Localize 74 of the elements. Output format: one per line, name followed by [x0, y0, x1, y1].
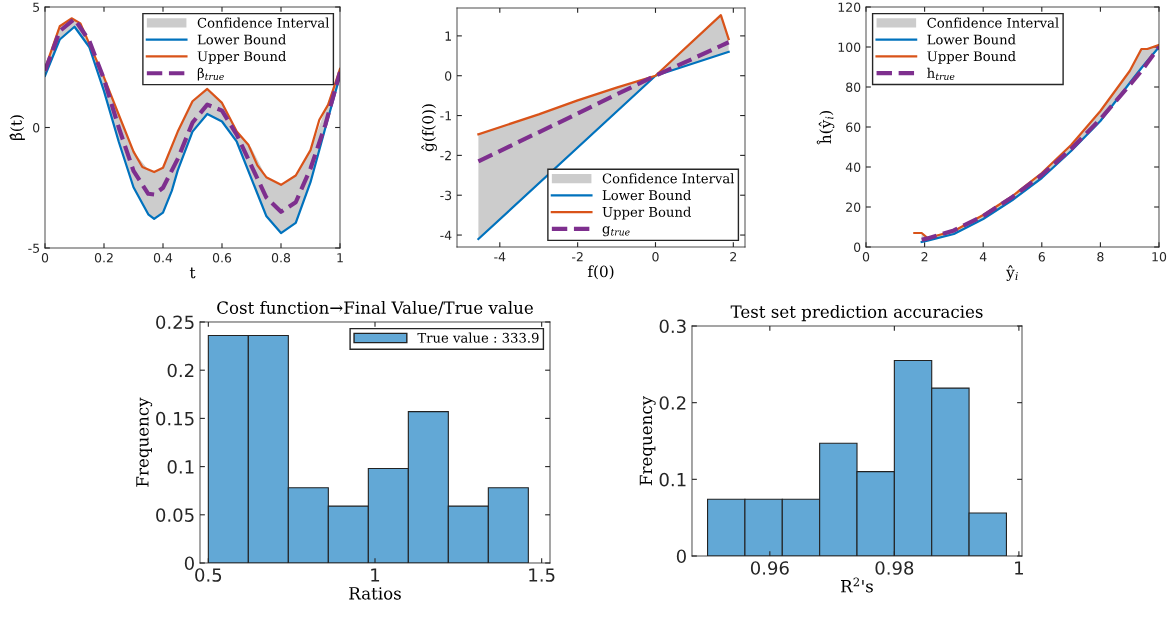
x-tick-label: -4 [494, 252, 506, 262]
y-tick-label: 0.15 [156, 411, 194, 426]
x-tick-label: 0.8 [271, 253, 291, 263]
y-axis-title: ĝ(f(0)) [421, 104, 437, 152]
y-tick-label: 60 [846, 122, 861, 132]
y-tick-label: 100 [838, 42, 861, 52]
y-tick-label: -3 [440, 190, 452, 201]
y-tick-label: 0 [445, 71, 452, 81]
legend-label: Confidence Interval [197, 17, 330, 28]
x-axis-title: f(0) [587, 265, 614, 280]
y-tick-label: 20 [846, 202, 861, 212]
legend-label: Confidence Interval [602, 173, 735, 184]
y-tick-label: 1 [445, 31, 451, 41]
x-tick-label: 0.4 [153, 253, 173, 263]
y-tick-label: -2 [440, 150, 451, 161]
chart-title: Cost function→Final Value/True value [217, 301, 533, 316]
x-axis-title: R$^{2}$'s [841, 577, 873, 593]
y-tick-label: 80 [846, 82, 861, 92]
legend-label: β$_{true}$ [197, 67, 224, 81]
x-tick-label: 0.98 [875, 561, 914, 575]
x-tick-label: 0.96 [750, 561, 789, 575]
x-tick-label: 6 [1038, 252, 1045, 262]
x-tick-label: 0.5 [195, 568, 222, 582]
legend-label: Upper Bound [602, 206, 691, 220]
x-axis-title: ŷ$_{i}$ [1006, 265, 1018, 281]
x-tick-label: 0 [652, 252, 659, 262]
y-axis-title: β̂(t) [9, 115, 25, 140]
y-axis-title: Frequency [639, 395, 656, 486]
x-tick-label: 1 [371, 568, 380, 582]
y-tick-label: 5 [33, 2, 40, 12]
y-tick-label: -4 [440, 230, 452, 240]
y-tick-label: 0.3 [659, 319, 686, 334]
legend-label: Confidence Interval [927, 17, 1059, 28]
legend-label: True value : 333.9 [417, 332, 539, 343]
y-tick-label: 0 [676, 549, 686, 564]
legend-label: Lower Bound [197, 34, 286, 45]
x-tick-label: 4 [979, 252, 987, 262]
x-axis-title: t [189, 267, 196, 279]
y-tick-label: 0 [33, 122, 40, 133]
y-tick-label: 0 [854, 242, 861, 252]
x-tick-label: 8 [1097, 252, 1104, 262]
y-tick-label: 0.2 [167, 363, 194, 378]
y-tick-label: 120 [838, 2, 861, 12]
x-axis-title: Ratios [349, 587, 401, 600]
y-tick-label: 0.1 [167, 460, 194, 474]
x-tick-label: 10 [1152, 252, 1167, 262]
legend-label: Lower Bound [927, 34, 1016, 45]
x-tick-label: 0.2 [94, 253, 113, 263]
y-tick-label: 0.2 [659, 396, 686, 410]
y-tick-label: 0.05 [156, 508, 194, 522]
legend-label: Upper Bound [927, 51, 1016, 64]
y-axis-title: ĥ(ŷ$_{i}$) [816, 111, 835, 145]
y-axis-title: Frequency [136, 397, 153, 487]
legend-label: Upper Bound [197, 51, 286, 64]
x-tick-label: 2 [730, 252, 737, 262]
legend-label: h$_{true}$ [927, 67, 955, 80]
chart-title: Test set prediction accuracies [730, 305, 983, 322]
legend-label: g$_{true}$ [602, 226, 630, 237]
y-tick-label: -1 [440, 111, 451, 121]
y-tick-label: -5 [28, 243, 40, 253]
y-tick-label: 0.1 [659, 472, 686, 487]
y-tick-label: 0.25 [156, 315, 194, 330]
line-series [476, 40, 731, 164]
legend-label: Lower Bound [602, 189, 691, 201]
x-tick-label: 1.5 [529, 568, 555, 582]
x-tick-label: 0.6 [212, 253, 232, 263]
x-tick-label: 2 [921, 252, 928, 262]
x-tick-label: 1 [337, 253, 343, 263]
x-tick-label: 0 [41, 253, 49, 263]
y-tick-label: 40 [845, 162, 861, 172]
x-tick-label: 0 [862, 252, 870, 262]
x-tick-label: -2 [572, 252, 583, 262]
x-tick-label: 1 [1015, 561, 1023, 575]
line-series [477, 14, 730, 136]
